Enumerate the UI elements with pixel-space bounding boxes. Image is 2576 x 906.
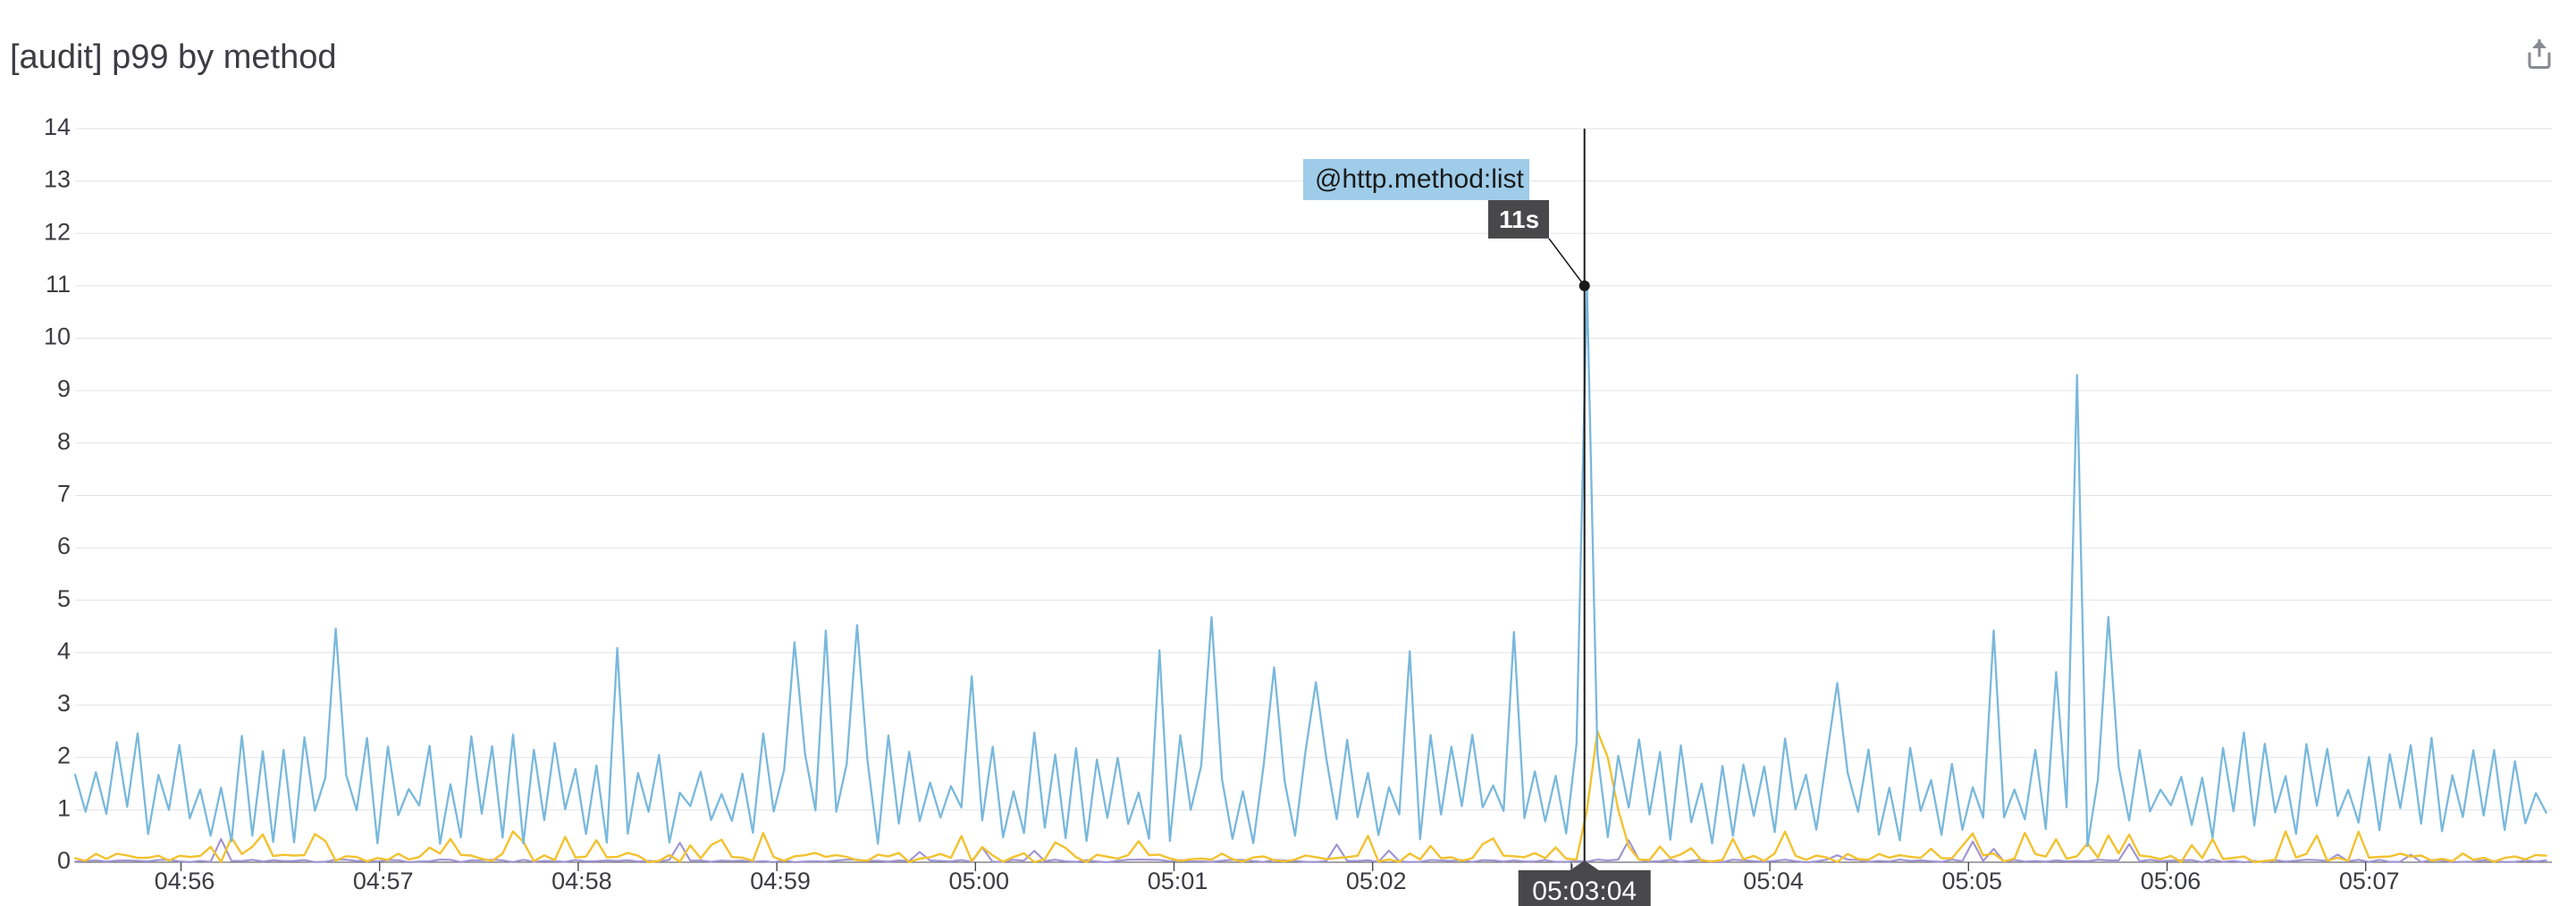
svg-text:05:06: 05:06	[2141, 868, 2201, 894]
svg-text:04:58: 04:58	[551, 868, 612, 894]
svg-text:12: 12	[44, 218, 71, 245]
svg-text:10: 10	[44, 323, 71, 350]
svg-text:7: 7	[57, 481, 71, 508]
svg-text:4: 4	[57, 637, 71, 664]
svg-text:6: 6	[57, 533, 71, 559]
svg-text:5: 5	[57, 585, 71, 612]
svg-text:05:00: 05:00	[949, 868, 1010, 894]
svg-text:2: 2	[57, 742, 71, 769]
svg-text:05:02: 05:02	[1346, 868, 1407, 894]
svg-text:11: 11	[46, 271, 71, 298]
svg-text:04:56: 04:56	[155, 868, 215, 894]
svg-text:05:04: 05:04	[1743, 868, 1804, 894]
svg-text:1: 1	[57, 794, 71, 821]
svg-text:9: 9	[57, 375, 71, 402]
svg-text:3: 3	[57, 690, 71, 717]
svg-text:11s: 11s	[1499, 206, 1539, 233]
svg-text:05:07: 05:07	[2339, 868, 2400, 894]
svg-text:@http.method:list: @http.method:list	[1315, 164, 1525, 194]
svg-text:0: 0	[57, 847, 71, 874]
svg-text:05:05: 05:05	[1942, 868, 2003, 894]
svg-text:13: 13	[44, 166, 71, 193]
svg-text:8: 8	[57, 428, 71, 455]
svg-text:05:01: 05:01	[1148, 868, 1208, 894]
svg-text:14: 14	[44, 113, 71, 140]
svg-text:04:59: 04:59	[750, 868, 811, 894]
svg-text:05:03:04: 05:03:04	[1532, 877, 1637, 906]
svg-text:04:57: 04:57	[353, 868, 414, 894]
